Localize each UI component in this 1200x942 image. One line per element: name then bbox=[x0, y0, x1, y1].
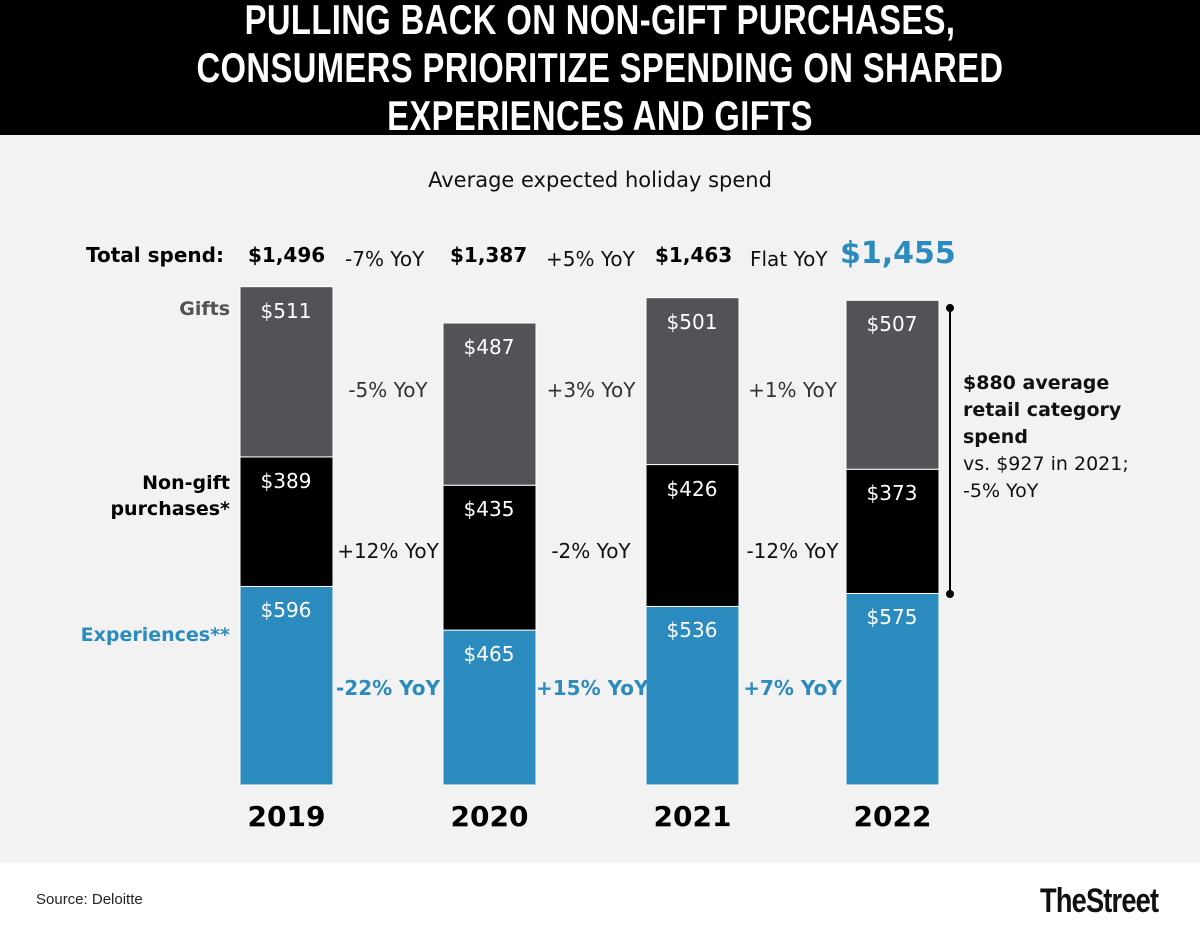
bracket-dot-top bbox=[946, 304, 954, 312]
page-title: PULLING BACK ON NON-GIFT PURCHASES, CONS… bbox=[196, 0, 1004, 139]
bar-experiences-2022 bbox=[845, 592, 940, 786]
x-tick-label-2022: 2022 bbox=[853, 800, 932, 833]
x-tick-label-2019: 2019 bbox=[247, 800, 326, 833]
annotation-line: retail category bbox=[963, 399, 1122, 421]
value-label-gifts-2021: $501 bbox=[666, 309, 718, 334]
value-label-gifts-2019: $511 bbox=[260, 298, 312, 323]
value-label-experiences-2021: $536 bbox=[666, 618, 718, 643]
annotation-line: $880 average bbox=[963, 372, 1110, 394]
row-label-non-gift: Non-gift purchases* bbox=[110, 472, 230, 520]
bar-gifts-2022 bbox=[845, 299, 940, 470]
bar-experiences-2021 bbox=[645, 605, 740, 786]
row-label-experiences: Experiences** bbox=[80, 624, 230, 646]
value-label-gifts-2020: $487 bbox=[463, 334, 515, 359]
row-label-gifts: Gifts bbox=[179, 298, 230, 320]
value-label-experiences-2020: $465 bbox=[463, 642, 515, 667]
value-label-non-gift-2019: $389 bbox=[260, 468, 312, 493]
value-label-experiences-2022: $575 bbox=[866, 605, 918, 630]
header-banner: PULLING BACK ON NON-GIFT PURCHASES, CONS… bbox=[0, 0, 1200, 139]
value-label-non-gift-2020: $435 bbox=[463, 497, 515, 522]
yoy-label-non-gift-2022: -12% YoY bbox=[746, 539, 839, 563]
total-yoy-2020: -7% YoY bbox=[345, 247, 425, 271]
bar-non-gift-2021 bbox=[645, 464, 740, 607]
value-label-gifts-2022: $507 bbox=[866, 312, 918, 337]
bar-experiences-2020 bbox=[442, 629, 537, 786]
chart-panel bbox=[0, 135, 1200, 863]
value-label-non-gift-2021: $426 bbox=[666, 476, 718, 501]
bar-non-gift-2019 bbox=[239, 456, 334, 587]
yoy-label-non-gift-2021: -2% YoY bbox=[551, 539, 631, 563]
annotation: $880 average retail category spend vs. $… bbox=[963, 370, 1129, 505]
thestreet-logo: TheStreet bbox=[1040, 882, 1159, 920]
bar-non-gift-2022 bbox=[845, 468, 940, 594]
chart-title: Average expected holiday spend bbox=[428, 168, 772, 192]
yoy-label-gifts-2020: -5% YoY bbox=[348, 378, 428, 402]
yoy-label-experiences-2020: -22% YoY bbox=[335, 676, 440, 700]
annotation-line: -5% YoY bbox=[963, 480, 1039, 502]
value-label-experiences-2019: $596 bbox=[260, 598, 312, 623]
bar-non-gift-2020 bbox=[442, 484, 537, 631]
yoy-label-experiences-2021: +15% YoY bbox=[536, 676, 649, 700]
total-yoy-2022: Flat YoY bbox=[750, 247, 828, 271]
value-label-non-gift-2022: $373 bbox=[866, 481, 918, 506]
bar-gifts-2021 bbox=[645, 297, 740, 466]
yoy-label-gifts-2022: +1% YoY bbox=[748, 378, 837, 402]
bar-gifts-2020 bbox=[442, 322, 537, 486]
annotation-line: vs. $927 in 2021; bbox=[963, 453, 1129, 475]
total-spend-label: Total spend: bbox=[86, 243, 224, 267]
total-2022: $1,455 bbox=[840, 236, 956, 271]
yoy-label-experiences-2022: +7% YoY bbox=[743, 676, 842, 700]
total-2019: $1,496 bbox=[248, 243, 326, 267]
total-2021: $1,463 bbox=[655, 243, 733, 267]
source-note: Source: Deloitte bbox=[36, 891, 143, 908]
bar-experiences-2019 bbox=[239, 585, 334, 786]
total-2020: $1,387 bbox=[450, 243, 528, 267]
x-tick-label-2021: 2021 bbox=[653, 800, 732, 833]
x-tick-label-2020: 2020 bbox=[450, 800, 529, 833]
yoy-label-non-gift-2020: +12% YoY bbox=[337, 539, 439, 563]
bracket-dot-bottom bbox=[946, 590, 954, 598]
annotation-line: spend bbox=[963, 426, 1028, 448]
total-yoy-2021: +5% YoY bbox=[546, 247, 635, 271]
yoy-label-gifts-2021: +3% YoY bbox=[546, 378, 636, 402]
bar-gifts-2019 bbox=[239, 286, 334, 458]
